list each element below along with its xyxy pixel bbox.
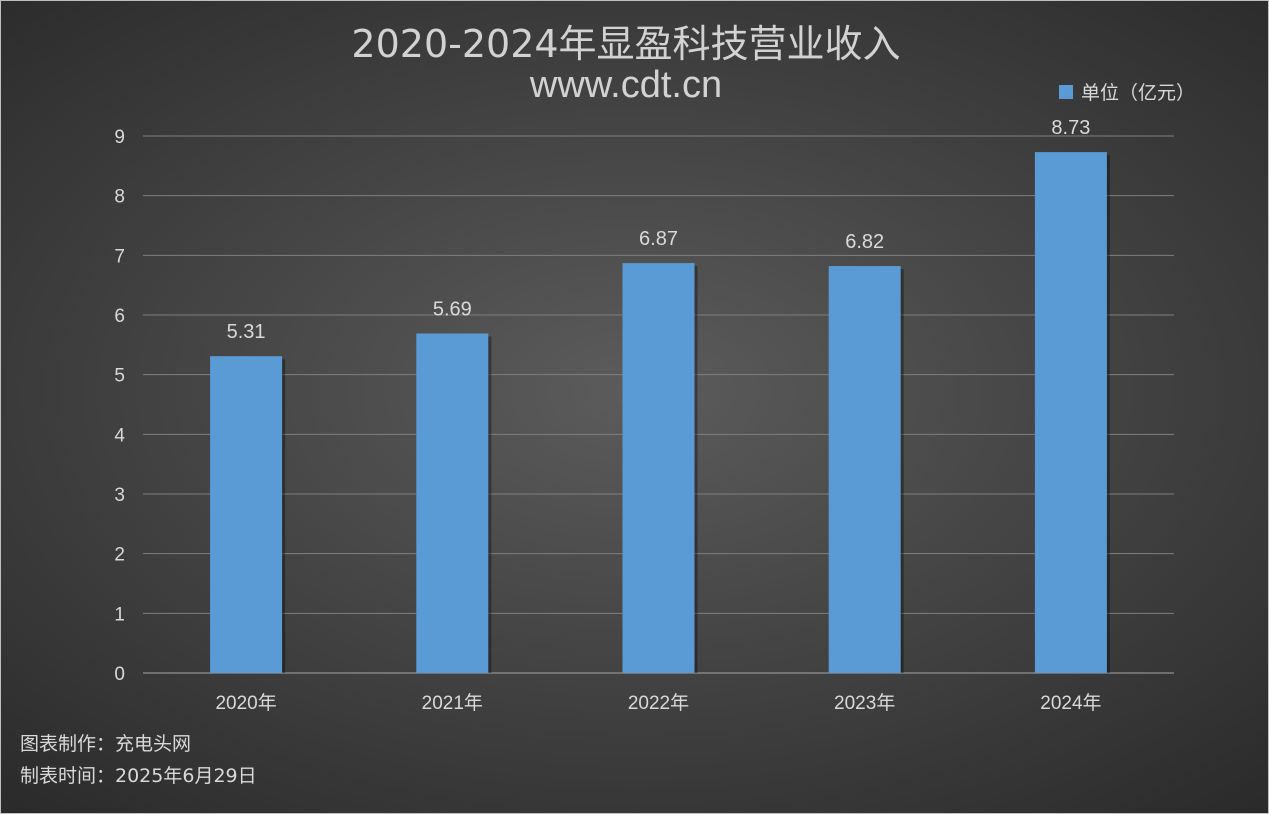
x-axis-ticks: 2020年 2021年 2022年 2023年 2024年 [215,692,1101,714]
x-tick-label: 2024年 [1040,692,1101,714]
legend-swatch [1059,84,1073,99]
y-axis-ticks: 0 1 2 3 4 5 6 7 8 9 [114,127,125,685]
x-tick-label: 2021年 [422,692,483,714]
bars [210,152,1110,674]
y-tick-label: 8 [114,187,125,208]
data-label: 6.87 [639,228,678,250]
y-tick-label: 6 [114,306,125,327]
y-tick-label: 4 [114,425,125,446]
data-labels: 5.31 5.69 6.87 6.82 8.73 [227,117,1091,343]
x-tick-label: 2020年 [215,692,276,714]
bar [622,263,695,673]
bar [210,356,283,673]
y-tick-label: 5 [114,366,125,387]
legend: 单位（亿元） [1059,78,1195,105]
data-label: 6.82 [845,231,884,253]
bar [416,333,489,673]
legend-label: 单位（亿元） [1081,82,1196,104]
chart-title: 2020-2024年显盈科技营业收入 [351,22,901,66]
chart-date-note: 制表时间：2025年6月29日 [20,765,257,787]
y-tick-label: 3 [114,485,125,506]
bar [1034,152,1107,674]
data-label: 5.69 [433,298,472,320]
data-label: 5.31 [227,321,266,343]
y-tick-label: 9 [114,127,125,148]
y-tick-label: 7 [114,246,125,267]
chart-subtitle: www.cdt.cn [529,64,723,106]
y-tick-label: 0 [114,664,125,685]
chart-maker-note: 图表制作：充电头网 [20,733,192,755]
x-tick-label: 2023年 [834,692,895,714]
y-tick-label: 2 [114,545,125,566]
bar [828,266,901,673]
x-tick-label: 2022年 [628,692,689,714]
y-tick-label: 1 [114,604,125,625]
data-label: 8.73 [1051,117,1090,139]
